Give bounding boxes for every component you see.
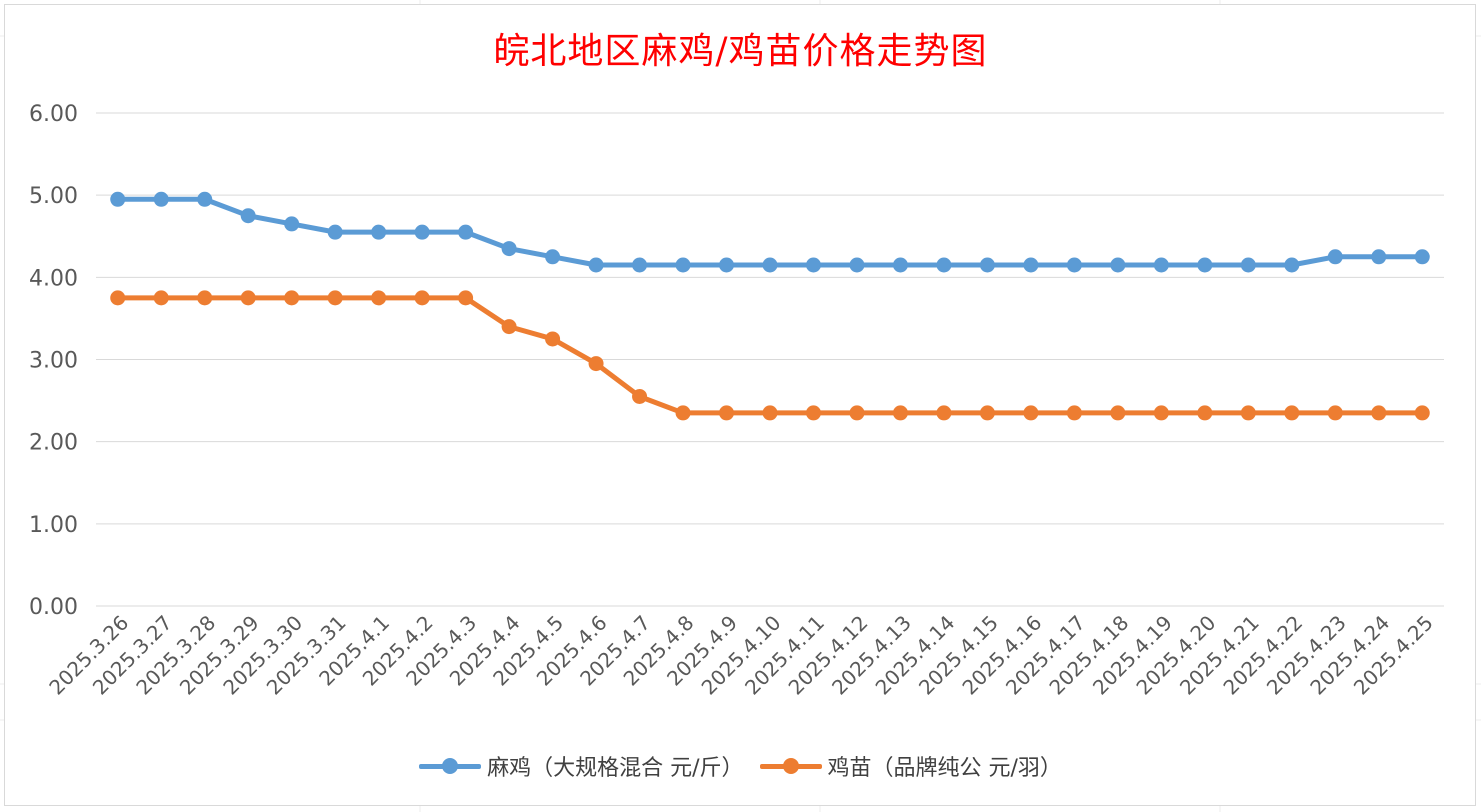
data-point-series-1[interactable] <box>1153 257 1169 273</box>
data-point-series-2[interactable] <box>197 290 213 306</box>
data-point-series-1[interactable] <box>371 224 387 240</box>
data-point-series-1[interactable] <box>1414 249 1430 265</box>
data-point-series-1[interactable] <box>284 216 300 232</box>
y-tick-label: 2.00 <box>29 431 78 456</box>
data-point-series-2[interactable] <box>327 290 343 306</box>
data-point-series-2[interactable] <box>1414 405 1430 421</box>
data-point-series-2[interactable] <box>545 331 561 347</box>
data-point-series-1[interactable] <box>1023 257 1039 273</box>
data-point-series-2[interactable] <box>588 356 604 372</box>
data-point-series-2[interactable] <box>240 290 256 306</box>
data-point-series-1[interactable] <box>719 257 735 273</box>
data-point-series-2[interactable] <box>805 405 821 421</box>
data-point-series-2[interactable] <box>675 405 691 421</box>
chart-title: 皖北地区麻鸡/鸡苗价格走势图 <box>493 31 988 72</box>
data-point-series-2[interactable] <box>110 290 126 306</box>
data-point-series-2[interactable] <box>979 405 995 421</box>
data-point-series-1[interactable] <box>936 257 952 273</box>
y-tick-label: 4.00 <box>29 266 78 291</box>
data-point-series-1[interactable] <box>632 257 648 273</box>
legend-swatch-series-1 <box>419 756 482 776</box>
data-point-series-1[interactable] <box>240 208 256 224</box>
data-point-series-1[interactable] <box>545 249 561 265</box>
legend-label-series-1: 麻鸡（大规格混合 元/斤） <box>487 756 744 781</box>
series-line-1 <box>115 196 1425 268</box>
legend-item-series-1: 麻鸡（大规格混合 元/斤） <box>419 750 744 782</box>
data-point-series-1[interactable] <box>1110 257 1126 273</box>
legend-swatch-series-2 <box>759 756 822 776</box>
data-point-series-1[interactable] <box>1284 257 1300 273</box>
data-point-series-1[interactable] <box>327 224 343 240</box>
data-point-series-1[interactable] <box>588 257 604 273</box>
y-tick-label: 3.00 <box>29 349 78 374</box>
y-tick-label: 0.00 <box>29 595 78 620</box>
data-point-series-2[interactable] <box>1153 405 1169 421</box>
data-point-series-1[interactable] <box>762 257 778 273</box>
data-point-series-2[interactable] <box>936 405 952 421</box>
data-point-series-2[interactable] <box>1284 405 1300 421</box>
data-point-series-1[interactable] <box>849 257 865 273</box>
data-point-series-2[interactable] <box>1240 405 1256 421</box>
data-point-series-2[interactable] <box>762 405 778 421</box>
data-point-series-2[interactable] <box>1023 405 1039 421</box>
data-point-series-2[interactable] <box>458 290 474 306</box>
legend-label-series-2: 鸡苗（品牌纯公 元/羽） <box>827 756 1062 781</box>
y-tick-label: 1.00 <box>29 513 78 538</box>
data-point-series-2[interactable] <box>849 405 865 421</box>
data-point-series-2[interactable] <box>1197 405 1213 421</box>
data-point-series-2[interactable] <box>501 319 517 335</box>
data-point-series-1[interactable] <box>805 257 821 273</box>
data-point-series-2[interactable] <box>1066 405 1082 421</box>
data-point-series-1[interactable] <box>1240 257 1256 273</box>
y-tick-label: 6.00 <box>29 102 78 127</box>
data-point-series-2[interactable] <box>632 388 648 404</box>
data-point-series-1[interactable] <box>414 224 430 240</box>
data-point-series-1[interactable] <box>1327 249 1343 265</box>
data-point-series-2[interactable] <box>153 290 169 306</box>
chart-area[interactable] <box>4 4 1476 806</box>
legend-item-series-2: 鸡苗（品牌纯公 元/羽） <box>759 750 1062 782</box>
series-line-2 <box>115 295 1425 416</box>
data-point-series-1[interactable] <box>1066 257 1082 273</box>
data-point-series-2[interactable] <box>1327 405 1343 421</box>
data-point-series-2[interactable] <box>414 290 430 306</box>
data-point-series-2[interactable] <box>284 290 300 306</box>
data-point-series-1[interactable] <box>675 257 691 273</box>
data-point-series-2[interactable] <box>1110 405 1126 421</box>
data-point-series-1[interactable] <box>1197 257 1213 273</box>
data-point-series-1[interactable] <box>197 191 213 207</box>
data-point-series-1[interactable] <box>892 257 908 273</box>
data-point-series-1[interactable] <box>501 241 517 257</box>
data-point-series-2[interactable] <box>892 405 908 421</box>
data-point-series-1[interactable] <box>153 191 169 207</box>
data-point-series-2[interactable] <box>719 405 735 421</box>
data-point-series-1[interactable] <box>1371 249 1387 265</box>
data-point-series-1[interactable] <box>979 257 995 273</box>
data-point-series-2[interactable] <box>1371 405 1387 421</box>
data-point-series-1[interactable] <box>110 191 126 207</box>
data-point-series-2[interactable] <box>371 290 387 306</box>
legend: 麻鸡（大规格混合 元/斤） 鸡苗（品牌纯公 元/羽） <box>0 750 1481 782</box>
y-tick-label: 5.00 <box>29 184 78 209</box>
data-point-series-1[interactable] <box>458 224 474 240</box>
